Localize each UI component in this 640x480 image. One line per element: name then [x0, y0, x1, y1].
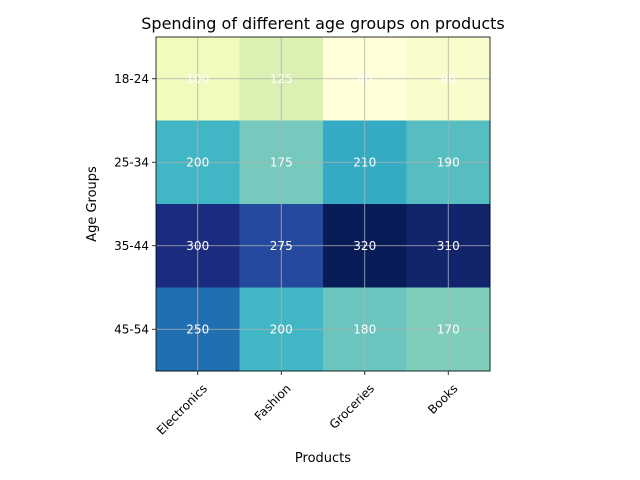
cell-value-label: 210: [353, 155, 376, 169]
y-tick-label: 18-24: [114, 72, 149, 86]
x-axis-label: Products: [295, 451, 351, 466]
y-axis-label: Age Groups: [85, 166, 100, 242]
cell-value-label: 125: [270, 72, 293, 86]
cell-value-label: 320: [353, 239, 376, 253]
grid-lines: [156, 37, 490, 371]
cell-value-label: 300: [186, 239, 209, 253]
chart-title: Spending of different age groups on prod…: [141, 14, 505, 33]
cell-value-label: 190: [437, 155, 460, 169]
cell-value-label: 175: [270, 155, 293, 169]
cell-value-label: 100: [186, 72, 209, 86]
y-axis-ticks: 18-24 25-34 35-44 45-54: [114, 72, 156, 336]
cell-value-label: 170: [437, 322, 460, 336]
cell-value-label: 200: [270, 322, 293, 336]
cell-value-label: 275: [270, 239, 293, 253]
cell-value-label: 200: [186, 155, 209, 169]
y-tick-label: 35-44: [114, 239, 149, 253]
cell-value-label: 310: [437, 239, 460, 253]
y-tick-label: 25-34: [114, 155, 149, 169]
y-tick-label: 45-54: [114, 322, 149, 336]
plot-frame: [155, 36, 491, 372]
cell-value-label: 80: [357, 72, 372, 86]
cell-value-labels: 100 125 80 90 200 175 210 190 300 275 320 310 250 200…: [186, 72, 459, 337]
cell-value-label: 90: [441, 72, 456, 86]
cell-value-label: 250: [186, 322, 209, 336]
cell-value-label: 180: [353, 322, 376, 336]
